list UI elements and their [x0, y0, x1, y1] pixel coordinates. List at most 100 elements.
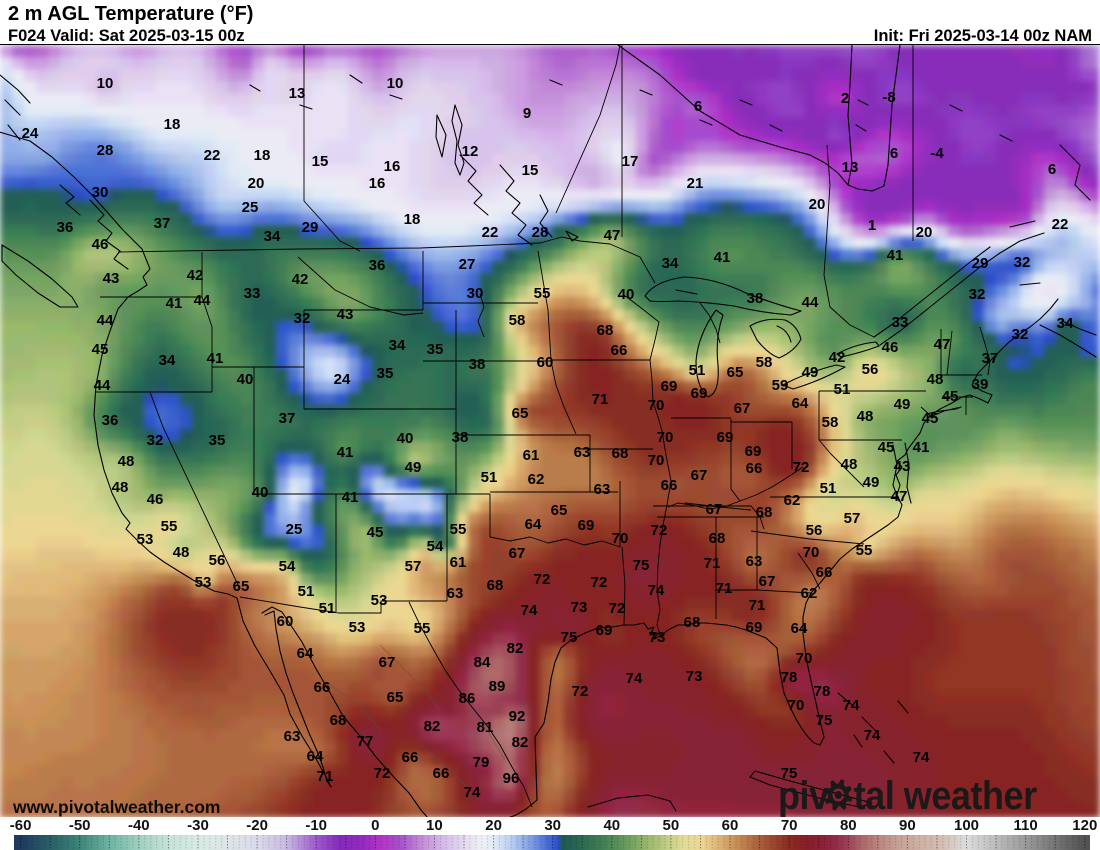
svg-text:67: 67 [734, 400, 751, 417]
svg-text:10: 10 [97, 75, 114, 92]
svg-text:68: 68 [756, 504, 773, 521]
svg-text:17: 17 [622, 153, 639, 170]
svg-text:34: 34 [159, 352, 176, 369]
svg-text:70: 70 [781, 817, 798, 834]
svg-text:6: 6 [1048, 161, 1056, 178]
svg-text:67: 67 [509, 545, 526, 562]
svg-text:36: 36 [57, 219, 74, 236]
svg-text:69: 69 [717, 429, 734, 446]
svg-text:33: 33 [244, 285, 261, 302]
svg-text:9: 9 [523, 105, 531, 122]
svg-text:66: 66 [402, 749, 419, 766]
svg-text:41: 41 [207, 350, 224, 367]
svg-text:20: 20 [916, 224, 933, 241]
svg-text:96: 96 [503, 770, 520, 787]
svg-text:82: 82 [424, 718, 441, 735]
svg-text:15: 15 [312, 153, 329, 170]
svg-text:63: 63 [574, 444, 591, 461]
svg-text:42: 42 [292, 271, 309, 288]
svg-text:71: 71 [749, 597, 766, 614]
svg-text:59: 59 [772, 377, 789, 394]
svg-text:64: 64 [297, 645, 314, 662]
svg-text:37: 37 [279, 410, 296, 427]
svg-text:43: 43 [894, 458, 911, 475]
svg-text:29: 29 [972, 255, 989, 272]
svg-text:40: 40 [603, 817, 620, 834]
svg-text:53: 53 [137, 531, 154, 548]
svg-text:81: 81 [477, 719, 494, 736]
svg-text:0: 0 [371, 817, 379, 834]
svg-text:45: 45 [942, 388, 959, 405]
svg-text:74: 74 [648, 582, 665, 599]
svg-text:51: 51 [689, 362, 706, 379]
svg-text:68: 68 [709, 530, 726, 547]
svg-text:74: 74 [864, 727, 881, 744]
svg-text:45: 45 [922, 410, 939, 427]
svg-text:42: 42 [829, 349, 846, 366]
svg-text:6: 6 [890, 145, 898, 162]
svg-text:48: 48 [857, 408, 874, 425]
svg-text:53: 53 [349, 619, 366, 636]
svg-text:21: 21 [687, 175, 704, 192]
svg-text:50: 50 [663, 817, 680, 834]
svg-text:86: 86 [459, 690, 476, 707]
svg-text:-30: -30 [187, 817, 209, 834]
svg-text:65: 65 [387, 689, 404, 706]
svg-text:18: 18 [404, 211, 421, 228]
svg-text:70: 70 [612, 530, 629, 547]
svg-text:47: 47 [891, 488, 908, 505]
svg-text:74: 74 [843, 697, 860, 714]
svg-text:69: 69 [596, 622, 613, 639]
svg-text:32: 32 [1014, 254, 1031, 271]
svg-text:64: 64 [792, 395, 809, 412]
svg-text:58: 58 [509, 312, 526, 329]
svg-text:51: 51 [820, 480, 837, 497]
svg-text:45: 45 [367, 524, 384, 541]
svg-text:22: 22 [204, 147, 221, 164]
svg-text:41: 41 [166, 295, 183, 312]
svg-text:56: 56 [209, 552, 226, 569]
svg-text:68: 68 [487, 577, 504, 594]
svg-text:70: 70 [648, 452, 665, 469]
svg-text:65: 65 [512, 405, 529, 422]
svg-text:65: 65 [233, 578, 250, 595]
svg-text:43: 43 [337, 306, 354, 323]
svg-text:69: 69 [746, 619, 763, 636]
svg-text:34: 34 [662, 255, 679, 272]
svg-text:18: 18 [254, 147, 271, 164]
svg-text:72: 72 [651, 522, 668, 539]
svg-text:67: 67 [706, 501, 723, 518]
svg-text:32: 32 [294, 310, 311, 327]
svg-text:90: 90 [899, 817, 916, 834]
svg-text:40: 40 [618, 286, 635, 303]
svg-text:37: 37 [154, 215, 171, 232]
svg-text:54: 54 [427, 538, 444, 555]
svg-text:58: 58 [822, 414, 839, 431]
svg-text:110: 110 [1013, 817, 1037, 834]
svg-text:63: 63 [284, 728, 301, 745]
svg-text:46: 46 [92, 236, 109, 253]
svg-text:18: 18 [164, 116, 181, 133]
svg-text:44: 44 [802, 294, 819, 311]
svg-text:69: 69 [578, 517, 595, 534]
svg-text:68: 68 [597, 322, 614, 339]
svg-text:70: 70 [648, 397, 665, 414]
svg-text:46: 46 [882, 339, 899, 356]
svg-text:46: 46 [147, 491, 164, 508]
svg-text:71: 71 [317, 768, 334, 785]
svg-text:78: 78 [814, 683, 831, 700]
svg-text:35: 35 [377, 365, 394, 382]
svg-text:55: 55 [856, 542, 873, 559]
svg-text:69: 69 [661, 378, 678, 395]
svg-text:24: 24 [334, 371, 351, 388]
svg-text:25: 25 [242, 199, 259, 216]
svg-text:75: 75 [561, 629, 578, 646]
svg-text:60: 60 [537, 354, 554, 371]
svg-text:75: 75 [816, 712, 833, 729]
svg-text:56: 56 [862, 361, 879, 378]
svg-text:48: 48 [112, 479, 129, 496]
svg-text:71: 71 [704, 555, 721, 572]
svg-text:53: 53 [195, 574, 212, 591]
svg-text:100: 100 [954, 817, 979, 834]
svg-text:15: 15 [522, 162, 539, 179]
